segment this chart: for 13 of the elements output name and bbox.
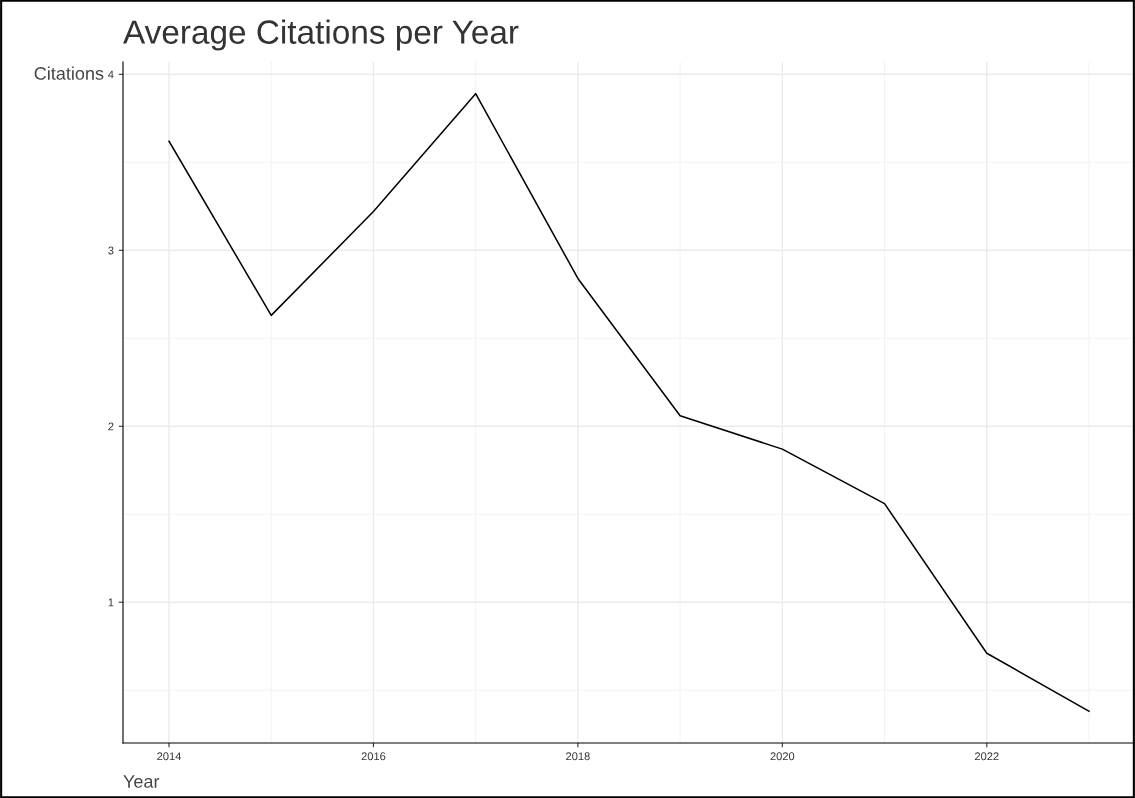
- x-tick-label: 2014: [157, 752, 182, 761]
- y-tick-label: 3: [108, 246, 114, 255]
- line-series: [168, 92, 1090, 713]
- y-axis-title: Citations: [34, 66, 104, 80]
- y-tick-label: 2: [108, 422, 114, 431]
- y-tick-label: 4: [108, 70, 114, 79]
- x-tick-label: 2016: [361, 752, 386, 761]
- x-tick-label: 2022: [974, 752, 999, 761]
- chart-title: Average Citations per Year: [123, 19, 519, 51]
- x-tick-label: 2018: [566, 752, 590, 761]
- y-tick-label: 1: [108, 598, 114, 607]
- x-tick-label: 2020: [770, 752, 795, 761]
- x-axis-title: Year: [123, 775, 160, 788]
